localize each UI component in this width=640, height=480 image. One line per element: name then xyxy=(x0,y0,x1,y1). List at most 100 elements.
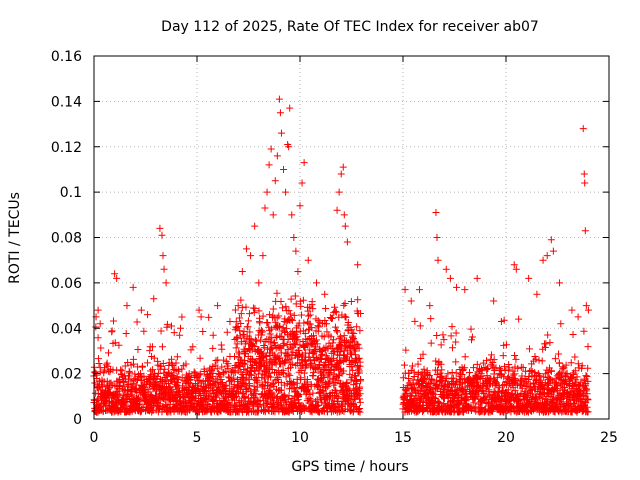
data-point xyxy=(539,256,547,264)
data-point xyxy=(308,324,316,332)
data-point xyxy=(172,380,180,388)
data-point xyxy=(316,408,324,416)
data-point xyxy=(420,375,428,383)
y-tick-label: 0.08 xyxy=(51,231,82,247)
data-point xyxy=(240,327,248,335)
data-point xyxy=(195,371,203,379)
data-point xyxy=(535,356,543,364)
data-point xyxy=(510,261,518,269)
data-point xyxy=(199,401,207,409)
data-point xyxy=(264,406,272,414)
data-point xyxy=(113,274,121,282)
data-point xyxy=(354,296,362,304)
data-point xyxy=(129,283,137,291)
data-point xyxy=(117,366,125,374)
data-point xyxy=(527,386,535,394)
data-point xyxy=(133,318,141,326)
data-point xyxy=(584,377,592,385)
data-point xyxy=(514,364,522,372)
data-point xyxy=(212,357,220,365)
data-point xyxy=(167,322,175,330)
data-point xyxy=(329,336,337,344)
data-point xyxy=(399,374,407,382)
data-point xyxy=(92,323,100,331)
x-axis-label: GPS time / hours xyxy=(291,459,408,475)
data-point xyxy=(339,386,347,394)
data-point xyxy=(230,374,238,382)
data-point xyxy=(556,279,564,287)
data-point xyxy=(344,319,352,327)
data-point xyxy=(157,327,165,335)
data-point xyxy=(356,398,364,406)
data-point xyxy=(353,323,361,331)
data-point xyxy=(583,395,591,403)
data-point xyxy=(557,368,565,376)
data-point xyxy=(283,351,291,359)
data-point xyxy=(493,374,501,382)
data-point xyxy=(240,356,248,364)
data-point xyxy=(241,360,249,368)
data-point xyxy=(350,329,358,337)
data-point xyxy=(547,367,555,375)
data-point xyxy=(351,351,359,359)
data-point xyxy=(437,360,445,368)
data-point xyxy=(583,372,591,380)
data-point xyxy=(568,306,576,314)
data-point xyxy=(102,395,110,403)
data-point xyxy=(126,369,134,377)
data-point xyxy=(301,404,309,412)
data-point xyxy=(545,381,553,389)
data-point xyxy=(282,188,290,196)
data-point xyxy=(579,392,587,400)
data-point xyxy=(272,334,280,342)
data-point xyxy=(557,320,565,328)
data-point xyxy=(461,286,469,294)
chart-title: Day 112 of 2025, Rate Of TEC Index for r… xyxy=(161,19,539,35)
data-point xyxy=(185,370,193,378)
data-point xyxy=(285,307,293,315)
data-point xyxy=(454,400,462,408)
data-point xyxy=(116,390,124,398)
data-point xyxy=(276,401,284,409)
data-point xyxy=(293,333,301,341)
data-point xyxy=(111,339,119,347)
data-point xyxy=(300,369,308,377)
data-point xyxy=(535,371,543,379)
data-point xyxy=(177,324,185,332)
data-point xyxy=(91,379,99,387)
data-point xyxy=(144,311,152,319)
data-point xyxy=(347,298,355,306)
data-point xyxy=(356,327,364,335)
data-point xyxy=(425,380,433,388)
data-point xyxy=(544,331,552,339)
data-point xyxy=(290,234,298,241)
data-point xyxy=(405,379,413,387)
data-point xyxy=(436,378,444,386)
data-point xyxy=(421,374,429,382)
data-point xyxy=(446,274,454,282)
data-point xyxy=(232,318,240,326)
data-point xyxy=(209,344,217,352)
data-point xyxy=(303,376,311,384)
data-point xyxy=(172,359,180,367)
data-point xyxy=(567,359,575,367)
data-point xyxy=(99,383,107,391)
data-point xyxy=(178,313,186,321)
data-point xyxy=(345,385,353,393)
data-point xyxy=(94,334,102,342)
data-point xyxy=(312,279,320,287)
data-point xyxy=(438,372,446,380)
data-point xyxy=(313,403,321,411)
data-point xyxy=(278,386,286,394)
data-point xyxy=(522,383,530,391)
data-point xyxy=(158,343,166,351)
data-point xyxy=(322,320,330,328)
data-point xyxy=(300,319,308,327)
data-point xyxy=(287,345,295,353)
data-point xyxy=(571,367,579,375)
data-point xyxy=(245,380,253,388)
data-point xyxy=(294,336,302,344)
data-point xyxy=(280,339,288,347)
data-point xyxy=(169,371,177,379)
data-point xyxy=(356,362,364,370)
